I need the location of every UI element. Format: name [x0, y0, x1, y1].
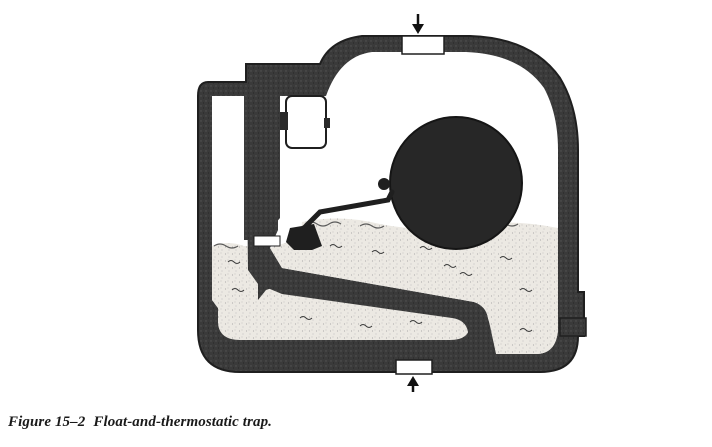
internal-partition [246, 96, 496, 354]
side-plug [559, 317, 587, 337]
water-ripples [227, 244, 533, 332]
float-ball [389, 116, 523, 250]
float-lever-arm [297, 189, 395, 235]
figure-number: Figure 15–2 [8, 414, 86, 430]
lever-pivot [378, 178, 390, 190]
discharge-valve [286, 224, 322, 250]
figure-title: Float-and-thermostatic trap. [93, 414, 273, 430]
figure-caption: Figure 15–2 Float-and-thermostatic trap. [8, 414, 272, 431]
thermostatic-element-cap [324, 118, 330, 128]
thermostatic-element [285, 95, 327, 149]
outlet-opening [395, 359, 433, 375]
condensate-water [270, 218, 558, 354]
trap-diagram [197, 14, 587, 392]
inlet-opening [401, 35, 445, 55]
valve-seat [253, 235, 281, 247]
condensate-water-left [212, 243, 258, 308]
down-arrow-icon [412, 14, 424, 34]
up-arrow-icon [407, 376, 419, 392]
thermostatic-element-tab [280, 112, 288, 130]
lower-water-passage [218, 282, 470, 340]
